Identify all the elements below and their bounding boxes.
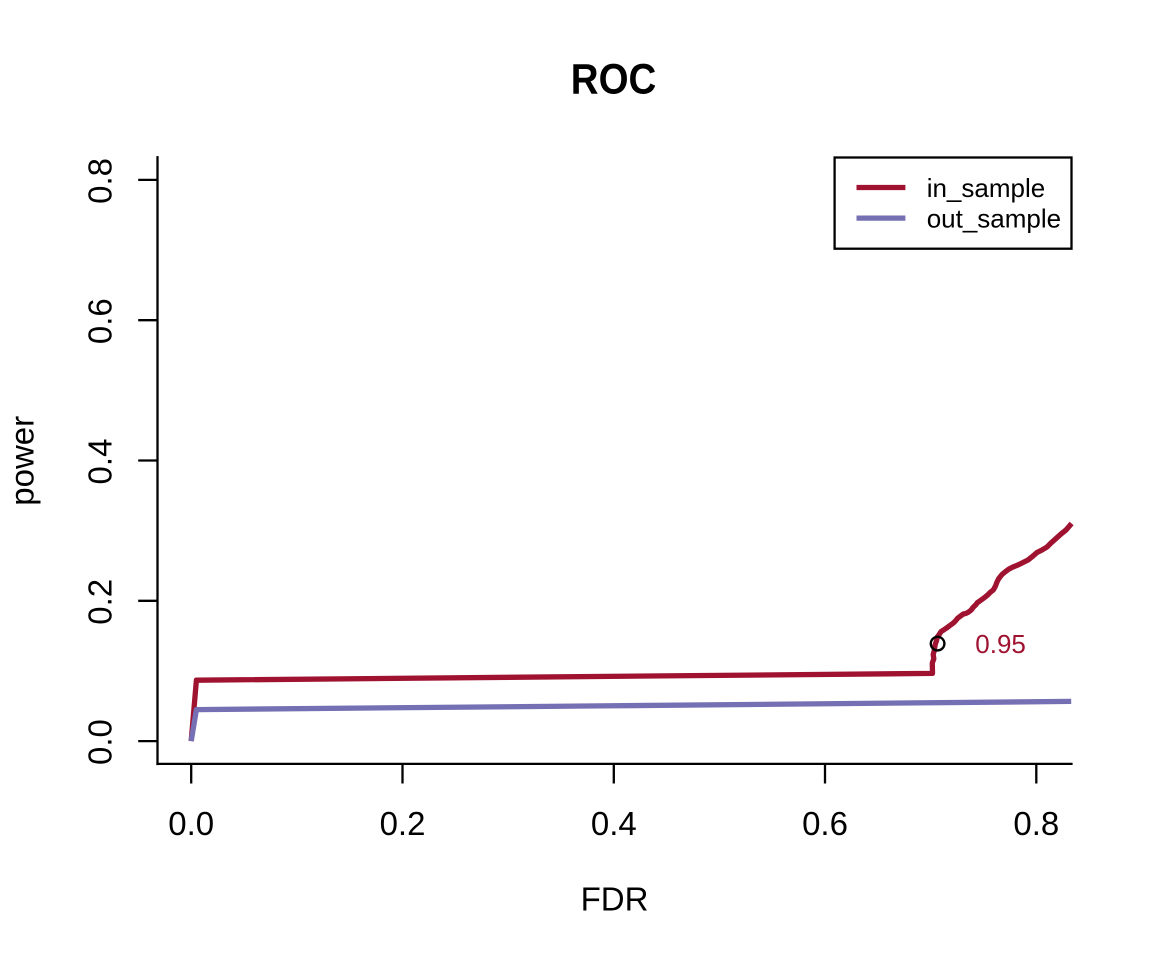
svg-text:0.6: 0.6 — [802, 805, 848, 842]
svg-text:0.8: 0.8 — [82, 158, 119, 204]
svg-text:power: power — [4, 416, 41, 506]
svg-text:0.95: 0.95 — [975, 629, 1026, 659]
svg-text:0.0: 0.0 — [168, 805, 214, 842]
svg-text:out_sample: out_sample — [927, 204, 1061, 234]
svg-text:0.8: 0.8 — [1013, 805, 1059, 842]
svg-text:in_sample: in_sample — [927, 173, 1046, 203]
svg-text:ROC: ROC — [571, 57, 657, 104]
svg-text:FDR: FDR — [581, 881, 649, 918]
svg-text:0.0: 0.0 — [82, 719, 119, 765]
svg-text:0.2: 0.2 — [380, 805, 426, 842]
svg-text:0.4: 0.4 — [82, 439, 119, 485]
svg-text:0.6: 0.6 — [82, 298, 119, 344]
svg-text:0.4: 0.4 — [591, 805, 637, 842]
svg-text:0.2: 0.2 — [82, 579, 119, 625]
